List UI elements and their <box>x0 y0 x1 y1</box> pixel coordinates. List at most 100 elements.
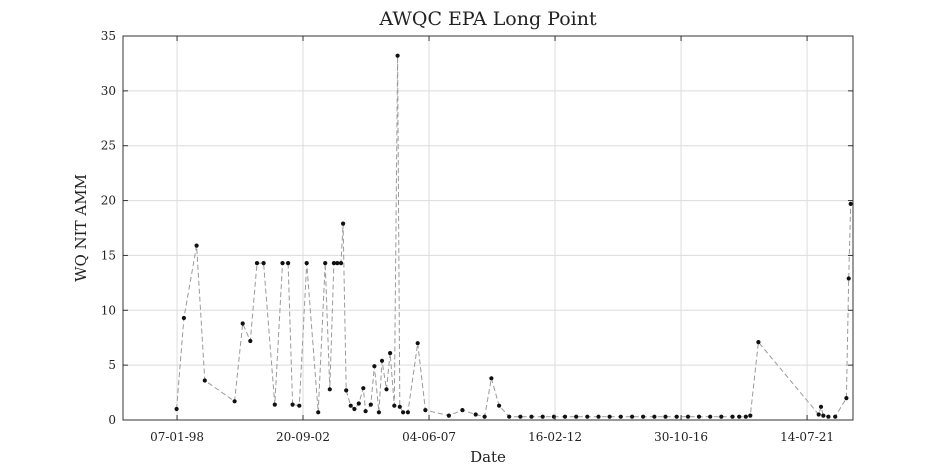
data-point <box>363 409 368 414</box>
data-point <box>826 414 831 419</box>
y-tick-label: 35 <box>101 29 116 43</box>
x-tick-label: 14-07-21 <box>780 430 834 444</box>
data-point <box>630 414 635 419</box>
data-point <box>743 414 748 419</box>
data-point <box>272 402 277 407</box>
data-point <box>388 351 393 356</box>
data-point <box>540 414 545 419</box>
data-point <box>240 321 245 326</box>
data-point <box>384 387 389 392</box>
data-point <box>674 414 679 419</box>
data-point <box>304 261 309 266</box>
data-point <box>174 406 179 412</box>
x-tick-label: 30-10-16 <box>654 430 708 444</box>
data-point <box>348 403 353 408</box>
data-point <box>316 410 321 415</box>
y-tick-label: 20 <box>101 194 116 208</box>
series-line-layer <box>176 55 852 418</box>
series-line <box>176 55 852 418</box>
data-point <box>596 414 601 419</box>
data-point <box>460 408 465 413</box>
data-point <box>730 414 735 419</box>
x-tick-label: 20-09-02 <box>276 430 330 444</box>
data-point <box>846 276 851 281</box>
data-point <box>352 406 357 412</box>
data-point <box>685 414 691 419</box>
data-point <box>816 412 821 417</box>
data-point <box>344 388 349 393</box>
data-point <box>368 402 373 407</box>
data-point <box>194 243 199 248</box>
x-tick-label: 07-01-98 <box>150 430 204 444</box>
y-tick-label: 15 <box>101 248 116 262</box>
data-point <box>290 402 295 407</box>
data-point <box>327 387 332 392</box>
data-point <box>338 261 344 266</box>
plot-frame <box>122 35 854 421</box>
data-point <box>379 358 385 363</box>
data-point <box>848 201 853 206</box>
data-point <box>821 413 826 418</box>
x-tick-labels: 07-01-98 20-09-02 04-06-07 16-02-12 30-10-16… <box>150 430 834 444</box>
axis-ticks <box>123 35 853 421</box>
data-point <box>331 261 336 266</box>
data-point <box>585 414 590 419</box>
data-point <box>356 401 361 406</box>
data-point <box>696 414 702 419</box>
data-point <box>748 413 753 418</box>
data-point <box>719 414 724 419</box>
data-point <box>232 399 237 404</box>
data-point <box>395 53 400 58</box>
y-tick-label: 10 <box>101 303 116 317</box>
data-point <box>423 408 428 413</box>
data-point <box>818 404 824 409</box>
x-axis-label: Date <box>470 448 506 466</box>
data-point <box>473 412 478 417</box>
data-point <box>280 261 285 266</box>
data-point <box>562 414 568 419</box>
data-point <box>361 386 366 391</box>
y-tick-label: 0 <box>108 413 116 427</box>
data-point <box>372 364 377 369</box>
data-point <box>297 403 302 408</box>
data-point <box>507 414 512 419</box>
data-point <box>641 414 646 419</box>
x-tick-label: 16-02-12 <box>528 430 582 444</box>
data-point <box>248 338 253 344</box>
data-point <box>397 404 402 409</box>
data-point <box>497 403 502 408</box>
data-point <box>376 410 381 415</box>
data-point <box>518 414 523 419</box>
grid <box>123 35 853 421</box>
data-point <box>401 410 406 415</box>
data-point <box>833 414 838 419</box>
x-tick-label: 04-06-07 <box>402 430 456 444</box>
data-point <box>446 413 451 418</box>
data-point <box>341 221 346 226</box>
data-point <box>202 378 207 383</box>
data-point <box>663 414 668 419</box>
data-point <box>335 261 340 266</box>
data-point <box>489 376 494 381</box>
y-axis-label: WQ NIT AMM <box>72 174 90 282</box>
data-point <box>607 414 612 419</box>
data-points <box>174 53 853 419</box>
chart-title: AWQC EPA Long Point <box>378 8 597 30</box>
data-point <box>529 414 534 419</box>
data-point <box>405 410 410 415</box>
data-point <box>323 261 328 266</box>
y-tick-label: 30 <box>101 84 116 98</box>
data-point <box>737 414 742 419</box>
data-point <box>392 403 397 408</box>
data-point <box>286 261 291 266</box>
data-point <box>652 414 657 419</box>
data-point <box>844 396 849 401</box>
data-point <box>261 261 266 266</box>
data-point <box>415 341 420 346</box>
y-tick-labels: 0 5 10 15 20 25 30 35 <box>101 29 116 427</box>
y-tick-label: 5 <box>108 358 116 372</box>
data-point <box>708 414 713 419</box>
data-point <box>618 414 623 419</box>
data-point <box>254 261 260 266</box>
